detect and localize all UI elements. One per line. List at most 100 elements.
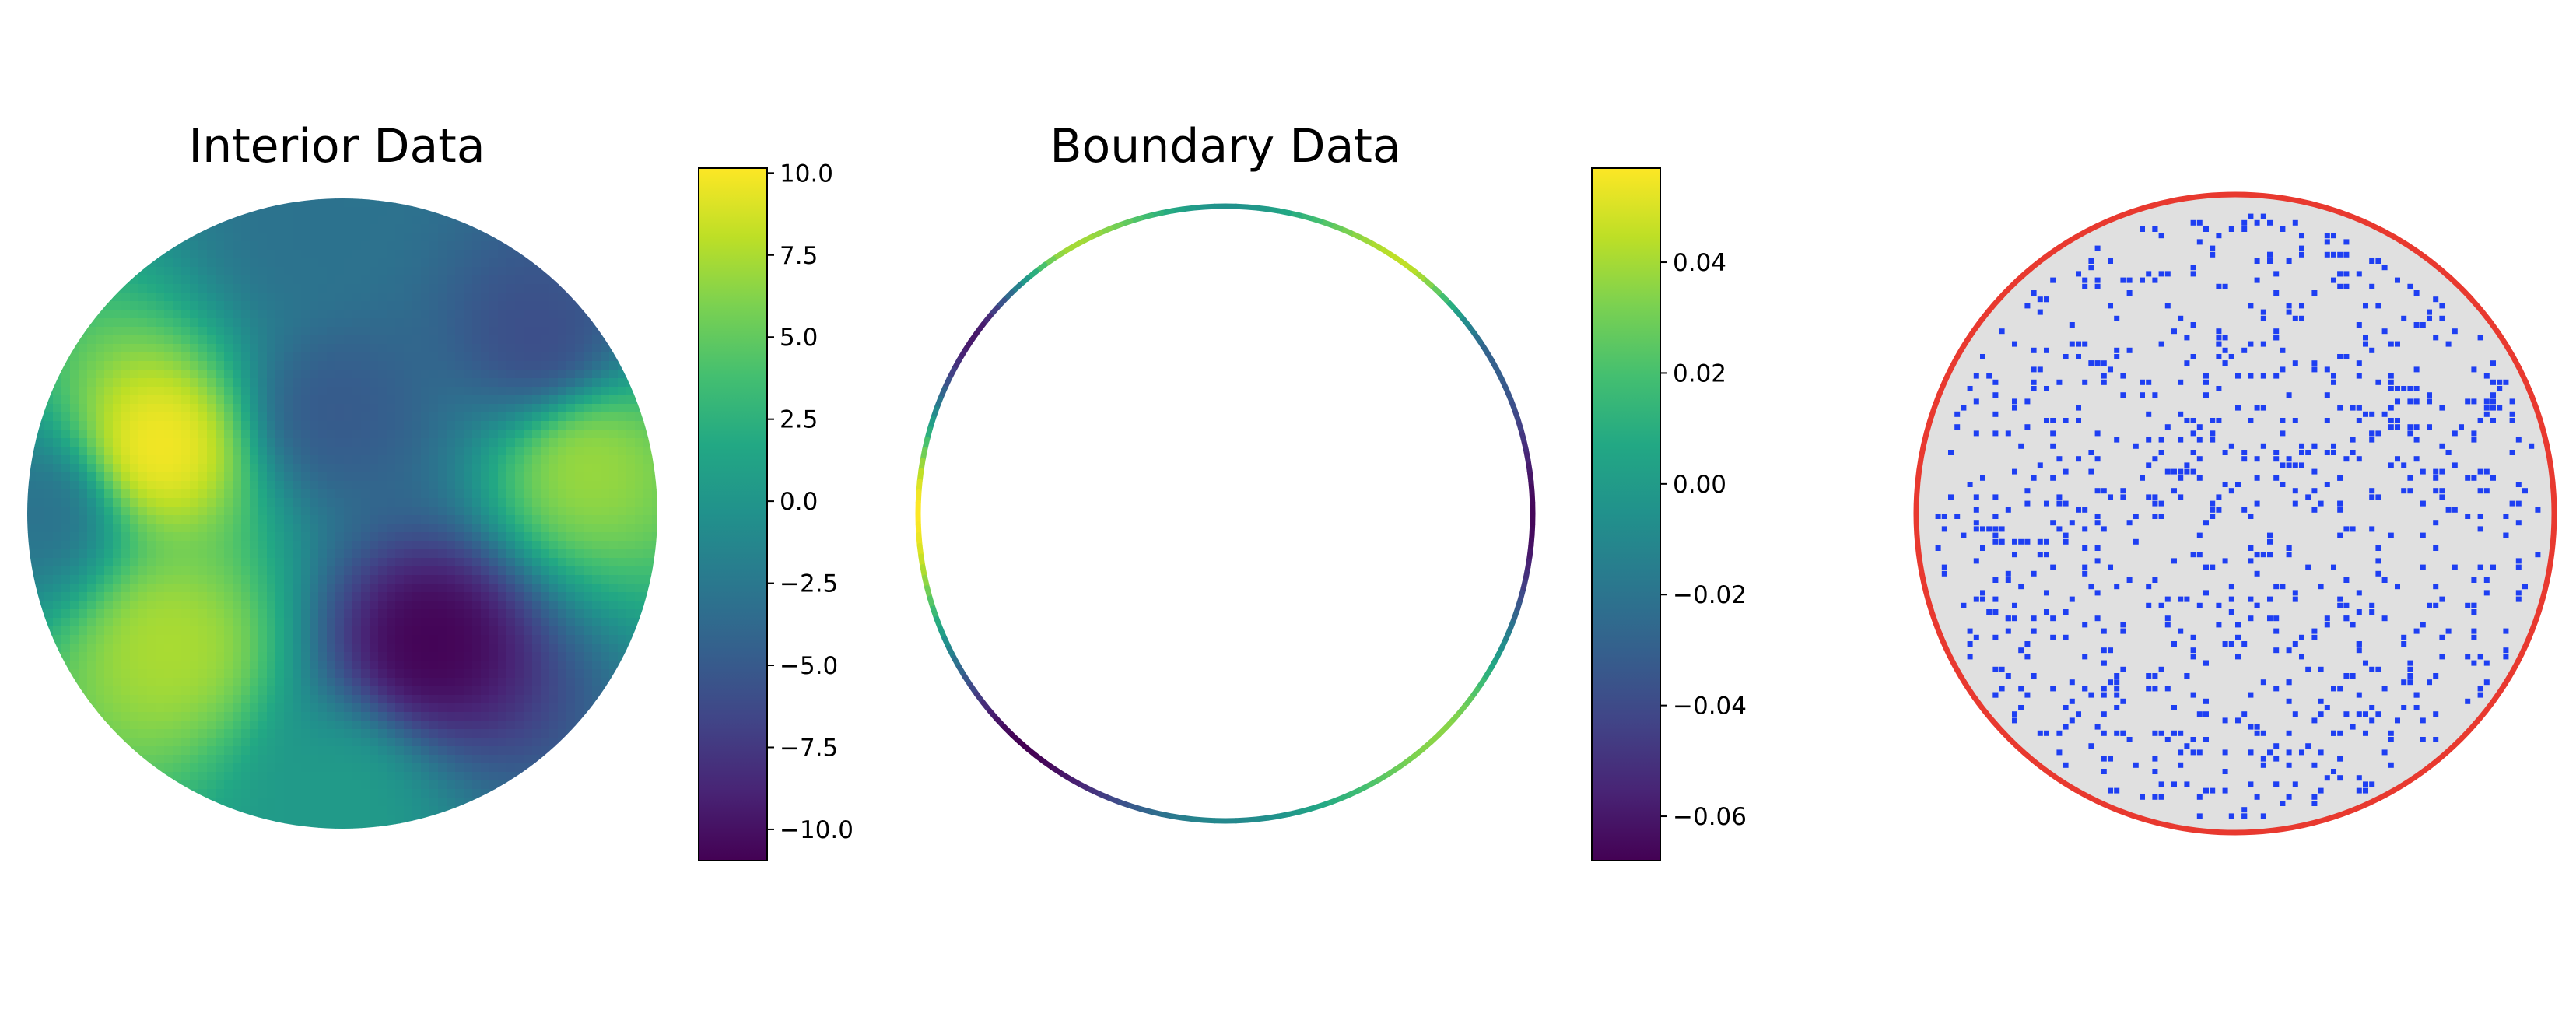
heatmap-cell <box>549 524 559 533</box>
heatmap-cell <box>70 438 79 447</box>
heatmap-cell <box>104 652 114 661</box>
heatmap-cell <box>549 318 559 328</box>
heatmap-cell <box>138 703 148 713</box>
heatmap-cell <box>592 686 601 696</box>
heatmap-cell <box>352 430 362 439</box>
heatmap-cell <box>412 815 422 824</box>
heatmap-cell <box>318 780 328 790</box>
heatmap-cell <box>250 421 259 430</box>
heatmap-cell <box>164 524 173 533</box>
heatmap-cell <box>404 815 413 824</box>
heatmap-cell <box>584 412 593 422</box>
heatmap-cell <box>378 352 387 362</box>
heatmap-cell <box>190 532 199 542</box>
heatmap-cell <box>387 250 396 259</box>
heatmap-cell <box>164 318 173 328</box>
heatmap-cell <box>216 575 225 584</box>
heatmap-cell <box>335 566 345 576</box>
heatmap-cell <box>250 447 259 456</box>
heatmap-cell <box>498 566 507 576</box>
heatmap-cell <box>190 635 199 644</box>
boundary-panel: Boundary Data 0.040.020.00−0.02−0.04−0.0… <box>915 119 1747 861</box>
heatmap-cell <box>138 361 148 370</box>
heatmap-cell <box>387 481 396 490</box>
heatmap-cell <box>284 198 293 208</box>
heatmap-cell <box>113 524 122 533</box>
heatmap-cell <box>36 532 45 542</box>
heatmap-cell <box>233 806 242 815</box>
heatmap-cell <box>216 472 225 482</box>
heatmap-cell <box>173 515 182 524</box>
heatmap-cell <box>301 721 310 730</box>
heatmap-cell <box>489 686 499 696</box>
heatmap-cell <box>361 412 370 422</box>
heatmap-cell <box>412 489 422 499</box>
heatmap-cell <box>558 489 567 499</box>
heatmap-cell <box>609 601 619 610</box>
heatmap-cell <box>164 729 173 738</box>
heatmap-cell <box>207 524 216 533</box>
heatmap-cell <box>481 233 490 242</box>
heatmap-cell <box>506 250 516 259</box>
heatmap-cell <box>284 712 293 721</box>
heatmap-cell <box>70 549 79 559</box>
heatmap-cell <box>318 233 328 242</box>
heatmap-cell <box>310 566 319 576</box>
heatmap-cell <box>310 695 319 704</box>
heatmap-cell <box>618 404 627 413</box>
heatmap-cell <box>258 275 268 285</box>
heatmap-cell <box>267 233 276 242</box>
heatmap-cell <box>224 635 233 644</box>
heatmap-cell <box>387 558 396 567</box>
heatmap-cell <box>156 318 165 328</box>
heatmap-cell <box>198 524 208 533</box>
heatmap-cell <box>566 293 576 302</box>
heatmap-cell <box>164 601 173 610</box>
heatmap-cell <box>558 481 567 490</box>
heatmap-cell <box>267 772 276 781</box>
heatmap-cell <box>267 669 276 679</box>
heatmap-cell <box>635 404 644 413</box>
heatmap-cell <box>293 524 302 533</box>
heatmap-cell <box>429 241 439 251</box>
heatmap-cell <box>370 489 379 499</box>
heatmap-cell <box>558 532 567 542</box>
heatmap-cell <box>293 507 302 516</box>
heatmap-cell <box>27 489 37 499</box>
heatmap-cell <box>472 652 482 661</box>
heatmap-cell <box>335 609 345 619</box>
heatmap-cell <box>233 310 242 319</box>
heatmap-cell <box>541 258 550 268</box>
heatmap-cell <box>506 592 516 601</box>
heatmap-cell <box>130 558 139 567</box>
heatmap-cell <box>96 712 105 721</box>
heatmap-cell <box>190 721 199 730</box>
heatmap-cell <box>455 207 464 216</box>
heatmap-cell <box>515 378 524 388</box>
heatmap-cell <box>258 721 268 730</box>
heatmap-cell <box>121 404 131 413</box>
heatmap-cell <box>429 729 439 738</box>
heatmap-cell <box>549 549 559 559</box>
heatmap-cell <box>438 746 447 756</box>
heatmap-cell <box>549 447 559 456</box>
heatmap-cell <box>147 644 156 653</box>
heatmap-cell <box>481 755 490 764</box>
heatmap-cell <box>344 250 353 259</box>
heatmap-cell <box>327 592 336 601</box>
heatmap-cell <box>412 507 422 516</box>
heatmap-cell <box>524 575 533 584</box>
heatmap-cell <box>387 412 396 422</box>
heatmap-cell <box>138 284 148 293</box>
heatmap-cell <box>464 361 473 370</box>
heatmap-cell <box>344 335 353 345</box>
sample-point <box>2114 692 2120 698</box>
heatmap-cell <box>198 532 208 542</box>
heatmap-cell <box>558 361 567 370</box>
heatmap-cell <box>267 395 276 405</box>
heatmap-cell <box>156 592 165 601</box>
heatmap-cell <box>541 301 550 310</box>
heatmap-cell <box>532 404 541 413</box>
heatmap-cell <box>404 575 413 584</box>
